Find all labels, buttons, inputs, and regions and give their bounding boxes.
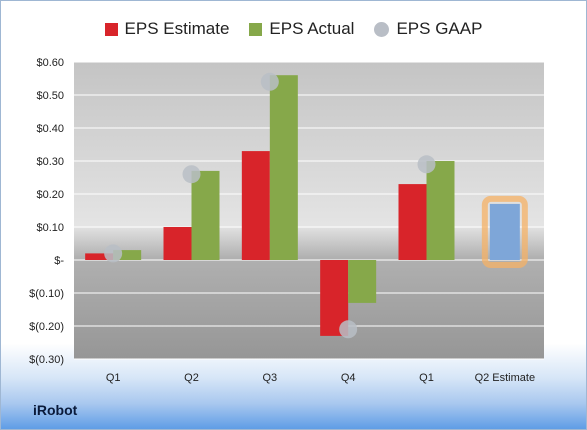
estimate-highlight xyxy=(481,195,528,268)
bar-eps-actual xyxy=(113,250,142,260)
bar-q2-estimate xyxy=(489,203,520,260)
brand-label: iRobot xyxy=(33,402,78,418)
marker-eps-gaap xyxy=(182,165,201,184)
x-tick-label: Q2 xyxy=(184,372,199,384)
bar-eps-actual xyxy=(426,161,455,260)
x-tick-label: Q4 xyxy=(341,372,356,384)
bar-eps-estimate xyxy=(163,227,192,260)
bar-eps-actual xyxy=(269,75,298,260)
legend-swatch-eps-estimate xyxy=(104,22,118,36)
bar-eps-actual xyxy=(191,170,220,260)
marker-eps-gaap xyxy=(339,320,358,339)
y-tick-label: $(0.10) xyxy=(29,288,64,300)
plot-background xyxy=(74,62,544,359)
x-tick-label: Q3 xyxy=(262,372,277,384)
legend-swatch-eps-gaap xyxy=(374,21,390,37)
y-tick-label: $0.50 xyxy=(36,90,64,102)
x-tick-label: Q1 xyxy=(419,372,434,384)
bar-eps-estimate xyxy=(398,184,427,260)
marker-eps-gaap xyxy=(104,244,123,263)
bar-eps-actual xyxy=(348,260,377,303)
y-tick-label: $(0.20) xyxy=(29,321,64,333)
y-tick-label: $0.40 xyxy=(36,123,64,135)
marker-eps-gaap xyxy=(417,155,436,174)
legend-label-eps-gaap: EPS GAAP xyxy=(396,19,483,38)
legend-item-eps-gaap: EPS GAAP xyxy=(374,19,482,39)
x-tick-label: Q2 Estimate xyxy=(475,372,536,384)
y-tick-label: $0.10 xyxy=(36,222,64,234)
legend-item-eps-estimate: EPS Estimate xyxy=(104,19,230,39)
marker-eps-gaap xyxy=(260,72,279,91)
legend: EPS Estimate EPS Actual EPS GAAP xyxy=(0,16,587,42)
bar-eps-estimate xyxy=(85,253,114,260)
legend-swatch-eps-actual xyxy=(249,22,263,36)
legend-label-eps-actual: EPS Actual xyxy=(269,19,355,38)
y-tick-label: $0.20 xyxy=(36,189,64,201)
y-tick-label: $- xyxy=(54,255,64,267)
x-tick-label: Q1 xyxy=(106,372,121,384)
y-tick-label: $(0.30) xyxy=(29,354,64,366)
legend-label-eps-estimate: EPS Estimate xyxy=(124,19,230,38)
y-tick-label: $0.30 xyxy=(36,156,64,168)
y-tick-label: $0.60 xyxy=(36,57,64,69)
legend-item-eps-actual: EPS Actual xyxy=(249,19,354,39)
bar-eps-estimate xyxy=(241,151,270,260)
